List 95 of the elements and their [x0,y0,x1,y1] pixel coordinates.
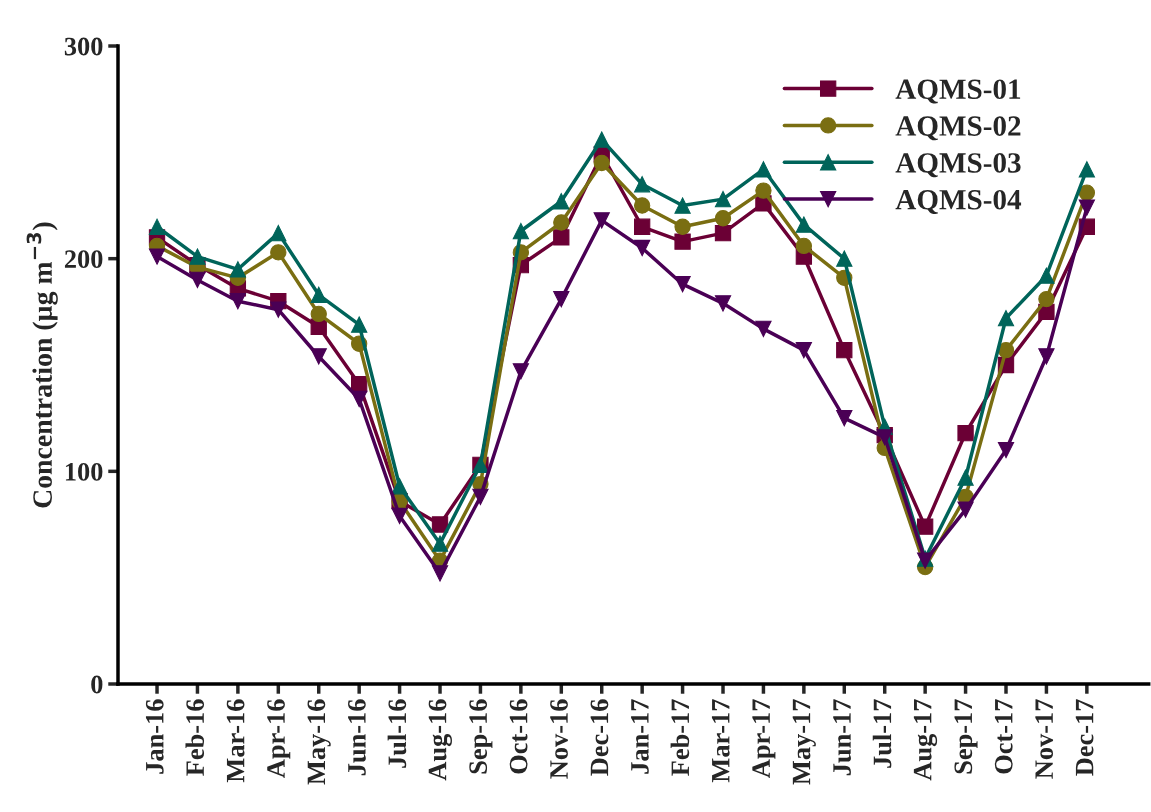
x-tick-label: Oct-16 [509,699,528,774]
y-tick-label: 200 [64,250,103,269]
x-tick-label: May-16 [307,699,331,785]
x-tick-label: Jun-17 [833,699,851,776]
point [836,250,853,267]
point [916,518,934,535]
point [593,212,610,229]
point [997,441,1015,459]
x-tick-label: Mar-16 [226,699,245,783]
point [229,261,247,278]
point [795,216,813,233]
point [189,271,206,289]
point [270,224,287,242]
point [634,197,651,214]
x-tick-label: Feb-17 [670,699,690,776]
point [391,507,408,525]
x-tick-label: Feb-16 [185,699,205,776]
point [795,237,813,255]
point [431,565,449,582]
x-tick-label: May-17 [792,699,816,785]
point [755,182,772,199]
point [957,424,974,442]
point [1038,267,1055,284]
point [634,218,651,235]
point [553,193,570,210]
point [553,214,570,231]
point [310,305,327,323]
point [634,239,651,257]
point [351,316,368,333]
point [310,286,327,303]
point [391,478,408,495]
x-tick-label: Jul-16 [387,699,407,768]
legend-label: AQMS-01 [895,79,1021,104]
point [270,244,287,261]
point [229,293,247,310]
point [148,218,166,235]
point [674,233,691,250]
point [593,131,610,148]
point [755,320,772,338]
x-tick-label: Dec-17 [1075,699,1094,776]
point [997,341,1015,359]
point [148,248,166,265]
x-tick-label: Sep-17 [954,699,978,774]
x-tick-label: Jan-17 [631,699,649,774]
point [270,301,287,318]
point [512,222,530,240]
x-tick-label: Oct-17 [994,699,1013,774]
point [431,516,449,533]
x-tick-label: Nov-17 [1035,699,1054,779]
point [310,348,327,365]
point [553,290,570,308]
x-tick-label: Nov-16 [550,699,568,779]
point [1038,290,1055,308]
point [1078,199,1096,216]
point [1078,161,1096,178]
y-axis-title: Concentration (µg m$^{−3}$) [26,222,58,508]
x-tick-label: Apr-17 [752,699,776,778]
x-tick-label: Jun-16 [348,699,366,776]
x-tick-label: Aug-17 [913,699,938,781]
legend-label: AQMS-04 [895,189,1022,215]
y-tick-label: 100 [65,462,103,481]
point [189,248,206,265]
y-tick-label: 300 [64,37,103,56]
point [957,469,974,486]
point [755,161,772,178]
legend-label: AQMS-02 [895,116,1021,141]
point [997,310,1015,327]
point [795,341,813,359]
point [674,218,691,235]
point [674,276,691,293]
x-tick-label: Sep-16 [469,699,493,774]
point [836,410,853,427]
point [351,390,368,408]
x-tick-label: Apr-16 [267,699,291,778]
point [431,535,449,552]
point [634,176,651,193]
point [957,501,974,518]
point [593,154,610,172]
point [512,363,530,380]
point [472,488,489,506]
y-tick-label: 0 [91,675,103,694]
point [714,295,732,312]
point [836,341,853,359]
point [714,224,732,242]
x-tick-label: Jan-16 [145,699,164,774]
point [714,210,732,227]
point [1038,348,1055,365]
x-tick-label: Jul-17 [872,699,892,768]
legend-label: AQMS-03 [895,153,1021,178]
x-tick-label: Mar-17 [711,699,730,783]
x-tick-label: Aug-16 [428,699,452,781]
point [553,229,570,246]
x-tick-label: Dec-16 [590,699,609,776]
point [674,197,691,214]
point [714,190,732,208]
